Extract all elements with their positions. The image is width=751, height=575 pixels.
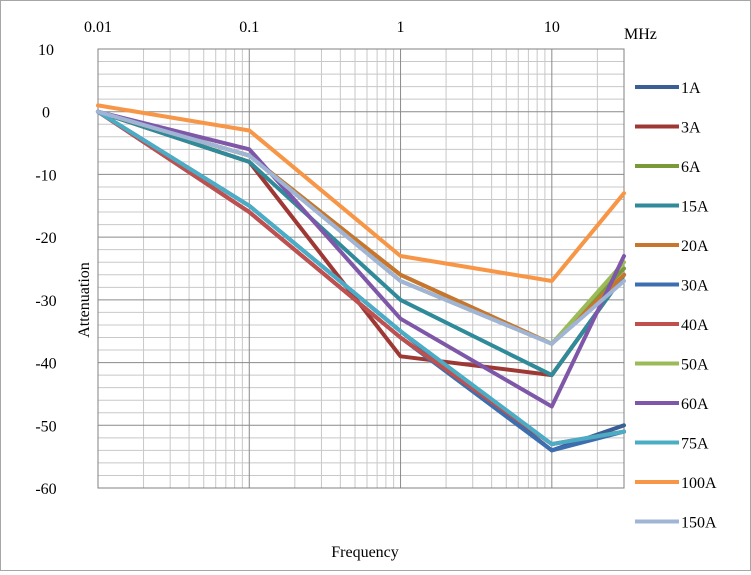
y-tick-label: -10 [35,167,56,184]
series-lines [96,103,626,453]
x-tick-label: 10 [544,19,560,36]
legend-label-6A: 6A [681,159,701,176]
y-tick-label: -30 [35,293,56,310]
x-tick-label: 0.1 [239,19,259,36]
legend-label-15A: 15A [681,199,709,216]
legend: 1A 3A 6A 15A 20A 30A 40A 50A 60A 75A 100A 150A [635,80,717,532]
y-tick-label: -40 [35,356,56,373]
x-tick-label: 0.01 [84,19,112,36]
x-axis-unit-label: MHz [624,26,657,43]
x-tick-label: 1 [397,19,405,36]
series-line-75A [96,109,626,447]
series-line-100A [96,103,626,283]
legend-label-40A: 40A [681,317,709,334]
legend-label-150A: 150A [681,515,717,532]
y-tick-label: -60 [35,481,56,498]
x-tick-labels: 0.01 0.1 1 10 [84,19,560,36]
legend-label-30A: 30A [681,278,709,295]
y-tick-label: -50 [35,418,56,435]
y-tick-label: 0 [42,105,50,122]
y-axis-label: Attenuation [76,262,93,338]
legend-label-1A: 1A [681,80,701,97]
series-line-15A [96,109,626,378]
series-line-150A [96,109,626,346]
legend-label-75A: 75A [681,436,709,453]
y-tick-label: 10 [38,42,54,59]
y-tick-labels: 10 0 -10 -20 -30 -40 -50 -60 [35,42,56,498]
legend-label-100A: 100A [681,475,717,492]
x-axis-label: Frequency [331,544,399,561]
legend-label-50A: 50A [681,357,709,374]
y-tick-label: -20 [35,230,56,247]
legend-label-20A: 20A [681,238,709,255]
legend-label-60A: 60A [681,396,709,413]
minor-gridlines [98,49,625,488]
legend-label-3A: 3A [681,120,701,137]
series-line-60A [96,109,626,409]
